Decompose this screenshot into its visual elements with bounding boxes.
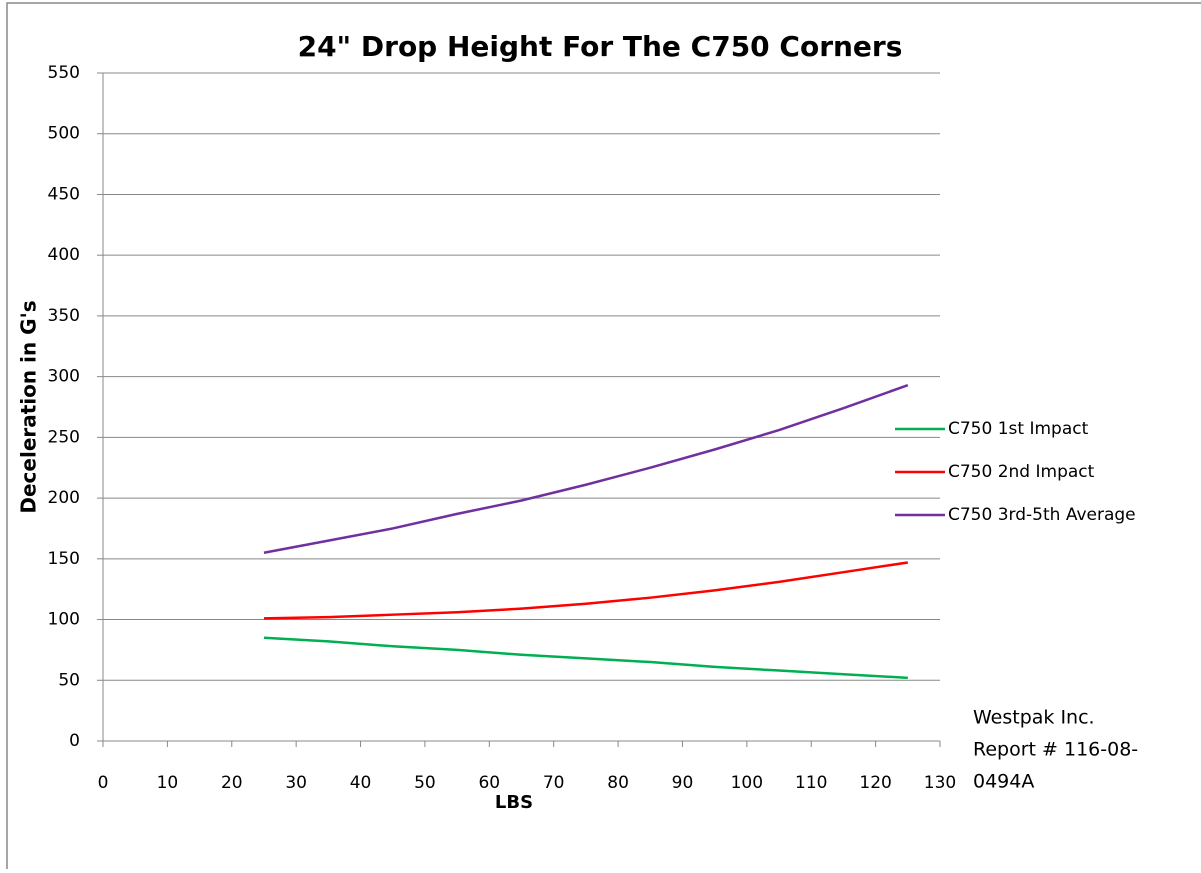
x-tick-label: 80 — [607, 773, 629, 793]
series-line — [263, 561, 908, 620]
y-tick-label: 500 — [48, 124, 80, 144]
y-tick-label: 150 — [48, 549, 80, 569]
y-tick-label: 0 — [69, 731, 80, 751]
x-tick-label: 100 — [731, 773, 763, 793]
y-tick-label: 200 — [48, 488, 80, 508]
x-tick-label: 50 — [414, 773, 436, 793]
y-tick-label: 300 — [48, 367, 80, 387]
annotation: 0494A — [973, 771, 1034, 793]
annotation: Report # 116-08- — [973, 739, 1138, 761]
x-tick-label: 10 — [157, 773, 179, 793]
y-tick-label: 400 — [48, 245, 80, 265]
x-tick-label: 130 — [924, 773, 956, 793]
y-tick-label: 100 — [48, 610, 80, 630]
legend-label: C750 1st Impact — [948, 419, 1089, 439]
y-tick-label: 450 — [48, 184, 80, 204]
y-tick-label: 250 — [48, 427, 80, 447]
x-tick-label: 120 — [859, 773, 891, 793]
annotation: Westpak Inc. — [973, 707, 1095, 729]
chart-frame — [6, 2, 1201, 873]
x-axis-label: LBS — [495, 792, 533, 813]
series-line — [263, 383, 909, 554]
x-tick-label: 90 — [672, 773, 694, 793]
x-tick-label: 70 — [543, 773, 565, 793]
y-tick-label: 350 — [48, 306, 80, 326]
y-axis-label: Deceleration in G's — [17, 300, 41, 513]
chart-title: 24" Drop Height For The C750 Corners — [298, 30, 903, 63]
x-tick-label: 40 — [350, 773, 372, 793]
x-tick-label: 0 — [98, 773, 109, 793]
x-tick-label: 110 — [795, 773, 827, 793]
y-tick-label: 550 — [48, 63, 80, 83]
legend-label: C750 2nd Impact — [948, 462, 1095, 482]
series-line — [263, 636, 908, 680]
y-tick-label: 50 — [58, 670, 80, 690]
x-tick-label: 30 — [285, 773, 307, 793]
x-tick-label: 20 — [221, 773, 243, 793]
legend-label: C750 3rd-5th Average — [948, 505, 1136, 525]
x-tick-label: 60 — [478, 773, 500, 793]
